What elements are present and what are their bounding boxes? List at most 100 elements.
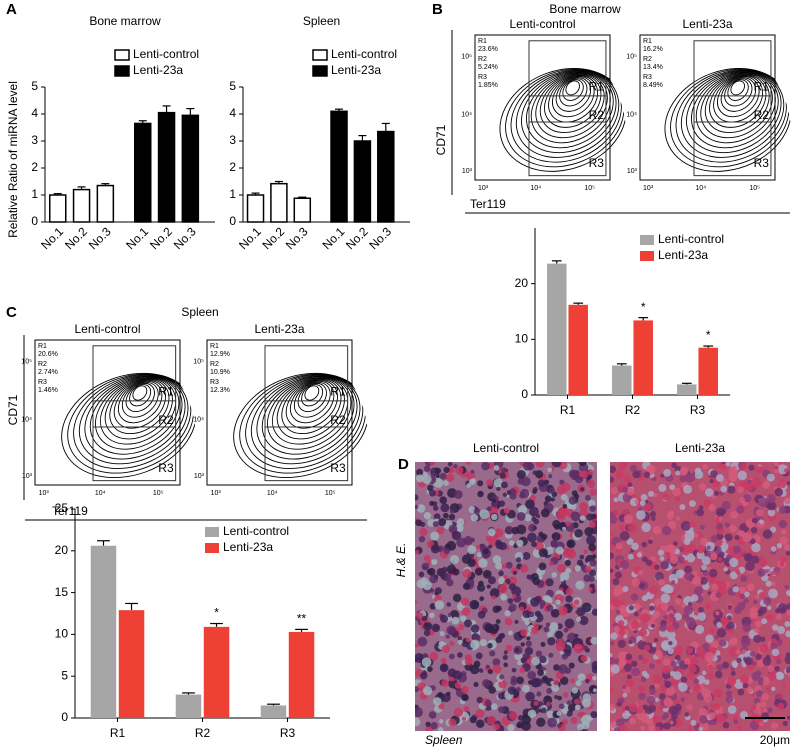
cell xyxy=(727,676,737,686)
cell xyxy=(783,497,790,505)
cell xyxy=(661,493,670,501)
cell xyxy=(528,611,535,618)
plot-title: Lenti-control xyxy=(509,17,575,31)
cell xyxy=(473,507,481,514)
cell xyxy=(468,506,476,514)
cell xyxy=(424,622,429,627)
cell xyxy=(516,511,526,521)
cell xyxy=(760,555,765,560)
cell xyxy=(618,628,626,636)
cell xyxy=(425,721,431,727)
chart-title: Spleen xyxy=(303,14,340,28)
cell xyxy=(423,629,431,637)
cell xyxy=(415,707,423,718)
legend-label: Lenti-23a xyxy=(133,63,183,77)
cell xyxy=(555,641,566,652)
cell xyxy=(710,703,715,708)
cell xyxy=(719,639,727,647)
y-tick-label: 10⁵ xyxy=(461,54,472,61)
cell xyxy=(422,474,432,485)
cell xyxy=(768,673,776,681)
cell xyxy=(649,511,657,518)
cell xyxy=(495,619,501,624)
cell xyxy=(418,571,425,578)
cell xyxy=(658,578,665,586)
y-tick-label: 0 xyxy=(31,214,38,228)
contour xyxy=(544,74,602,128)
cell xyxy=(579,554,585,560)
cell xyxy=(771,722,778,730)
cell xyxy=(668,573,678,584)
cell xyxy=(640,725,645,731)
cell xyxy=(655,659,662,665)
cell xyxy=(484,699,492,707)
cell xyxy=(440,574,446,579)
y-tick-label: 10⁵ xyxy=(193,359,204,366)
legend-label: Lenti-control xyxy=(133,47,199,61)
cell xyxy=(620,668,626,674)
y-tick-label: 10³ xyxy=(22,473,33,480)
cell xyxy=(553,679,559,686)
cell xyxy=(443,547,451,555)
image-title: Lenti-control xyxy=(473,441,539,455)
cell xyxy=(610,552,615,560)
histology-image xyxy=(610,462,790,731)
cell xyxy=(498,584,508,594)
cell xyxy=(567,704,576,712)
cell xyxy=(446,473,455,482)
legend-swatch xyxy=(114,65,130,77)
cell xyxy=(514,619,519,624)
cell xyxy=(725,695,734,704)
cell xyxy=(618,463,627,471)
histology-image xyxy=(415,462,597,731)
cell xyxy=(785,630,790,638)
x-tick-label: R1 xyxy=(110,726,126,740)
cell xyxy=(521,721,531,731)
cell xyxy=(583,549,588,555)
cell xyxy=(765,580,772,587)
cell xyxy=(532,470,538,475)
cell xyxy=(680,520,691,531)
cell xyxy=(449,653,455,660)
cell xyxy=(492,555,502,564)
y-tick-label: 10 xyxy=(515,332,529,346)
gate-stat-name: R2 xyxy=(38,361,47,368)
cell xyxy=(447,613,452,618)
cell xyxy=(527,670,537,680)
bar xyxy=(157,111,176,223)
cell xyxy=(548,474,553,479)
cell xyxy=(690,719,697,726)
cell xyxy=(416,504,426,513)
y-tick-label: 10⁴ xyxy=(461,112,472,119)
cell xyxy=(714,670,723,679)
y-tick-label: 2 xyxy=(229,160,236,174)
cell xyxy=(770,571,775,576)
cell xyxy=(732,586,739,593)
cell xyxy=(561,653,568,660)
cell xyxy=(515,557,522,563)
cell xyxy=(438,518,447,527)
cell xyxy=(669,552,676,559)
cell xyxy=(588,587,593,592)
contour xyxy=(724,78,753,107)
cell xyxy=(680,697,685,702)
cell xyxy=(666,630,676,640)
gate-label: R3 xyxy=(589,156,605,170)
cell xyxy=(630,620,639,629)
y-tick-label: 20 xyxy=(515,276,529,290)
cell xyxy=(766,707,773,714)
y-tick-label: 5 xyxy=(31,79,38,93)
cell xyxy=(735,649,741,655)
cell xyxy=(643,503,652,511)
gate-stat: 12.9% xyxy=(210,351,230,358)
cell xyxy=(756,465,764,473)
bar xyxy=(49,194,67,223)
cell xyxy=(631,542,639,551)
cell xyxy=(614,585,624,595)
bar xyxy=(96,184,115,223)
cell xyxy=(449,509,455,514)
cell xyxy=(551,532,561,541)
cell xyxy=(740,574,748,583)
cell xyxy=(784,584,789,590)
y-tick-label: 15 xyxy=(55,585,69,599)
